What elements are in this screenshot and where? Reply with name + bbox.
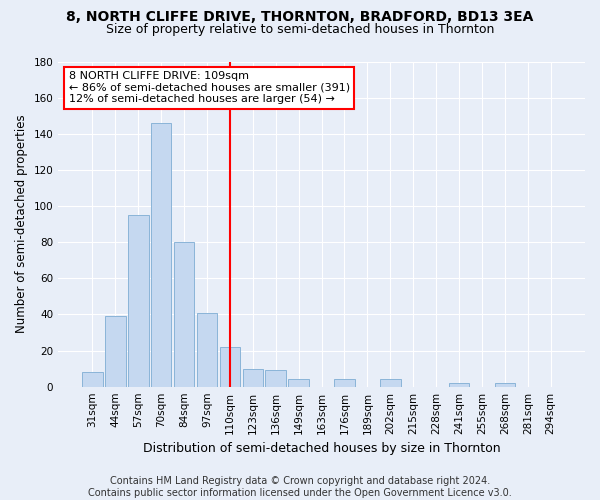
Text: 8, NORTH CLIFFE DRIVE, THORNTON, BRADFORD, BD13 3EA: 8, NORTH CLIFFE DRIVE, THORNTON, BRADFOR… [67, 10, 533, 24]
Bar [449, 383, 469, 386]
Text: Contains HM Land Registry data © Crown copyright and database right 2024.
Contai: Contains HM Land Registry data © Crown c… [88, 476, 512, 498]
Bar [220, 347, 240, 387]
Text: 8 NORTH CLIFFE DRIVE: 109sqm
← 86% of semi-detached houses are smaller (391)
12%: 8 NORTH CLIFFE DRIVE: 109sqm ← 86% of se… [69, 72, 350, 104]
Text: Size of property relative to semi-detached houses in Thornton: Size of property relative to semi-detach… [106, 22, 494, 36]
Bar [242, 368, 263, 386]
Y-axis label: Number of semi-detached properties: Number of semi-detached properties [15, 115, 28, 334]
Bar [105, 316, 125, 386]
Bar [151, 123, 172, 386]
Bar [265, 370, 286, 386]
Bar [334, 380, 355, 386]
X-axis label: Distribution of semi-detached houses by size in Thornton: Distribution of semi-detached houses by … [143, 442, 500, 455]
Bar [174, 242, 194, 386]
Bar [380, 380, 401, 386]
Bar [289, 380, 309, 386]
Bar [128, 215, 149, 386]
Bar [197, 312, 217, 386]
Bar [82, 372, 103, 386]
Bar [494, 383, 515, 386]
